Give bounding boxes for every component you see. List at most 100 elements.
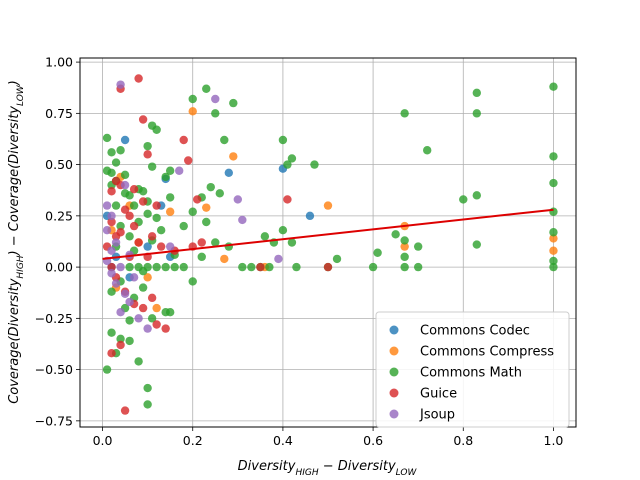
x-axis-label: DiversityHIGH − DiversityLOW [238, 459, 418, 478]
x-tick-label: 0.0 [93, 433, 113, 448]
data-point-commons-math [413, 262, 423, 272]
data-point-commons-compress [188, 107, 197, 116]
data-point-commons-math [165, 193, 175, 202]
legend-label-commons-compress: Commons Compress [420, 345, 554, 360]
y-axis-ticks: −0.75 −0.50 −0.25 0.00 0.25 0.50 0.75 1.00 [35, 55, 80, 428]
y-label-sub1: HIGH [16, 255, 26, 278]
data-point-commons-math [197, 252, 206, 262]
series-commons-compress [107, 107, 558, 313]
plot-frame [79, 57, 577, 428]
data-point-guice [156, 242, 166, 251]
data-point-commons-math [165, 308, 175, 317]
data-point-commons-math [202, 84, 211, 93]
data-point-guice [111, 232, 121, 241]
data-point-commons-math [116, 221, 125, 231]
data-point-commons-math [549, 152, 558, 161]
y-tick-label: 0.50 [45, 157, 73, 172]
data-point-jsoup [102, 201, 112, 210]
data-point-commons-math [472, 240, 481, 249]
data-point-commons-math [549, 82, 558, 91]
y-label-end: ) [7, 80, 22, 86]
data-point-jsoup [233, 195, 243, 204]
data-point-commons-math [188, 94, 197, 104]
data-point-guice [152, 320, 161, 329]
data-point-jsoup [120, 289, 130, 298]
data-point-guice [116, 340, 125, 350]
data-point-commons-math [549, 256, 558, 266]
data-point-commons-math [549, 207, 558, 216]
series-jsoup [102, 80, 283, 333]
y-tick-label: −0.50 [35, 362, 73, 377]
data-point-jsoup [274, 254, 283, 264]
data-point-jsoup [129, 273, 139, 282]
data-point-commons-math [138, 283, 148, 292]
x-tick-label: 1.0 [544, 433, 564, 448]
data-point-commons-math [400, 262, 409, 272]
x-label-sub1: HIGH [295, 468, 318, 478]
data-point-commons-math [116, 146, 125, 155]
legend: Commons Codec Commons Compress Commons Mat… [375, 311, 570, 428]
data-point-commons-math [111, 158, 121, 167]
data-point-commons-math [120, 189, 130, 198]
data-point-commons-math [143, 209, 152, 218]
data-point-commons-math [224, 242, 233, 251]
data-point-guice [143, 150, 152, 159]
data-point-commons-math [116, 334, 125, 344]
data-point-jsoup [238, 215, 247, 225]
data-point-commons-math [152, 125, 161, 134]
data-point-commons-math [332, 254, 342, 264]
x-tick-label: 0.4 [273, 433, 293, 448]
x-axis-ticks: 0.0 0.2 0.4 0.6 0.8 1.0 [93, 427, 564, 448]
data-point-commons-math [265, 262, 274, 272]
data-point-guice [179, 135, 188, 145]
data-point-guice [120, 406, 130, 415]
data-point-commons-math [125, 336, 134, 346]
trendline [102, 208, 554, 260]
legend-marker-jsoup [389, 409, 399, 419]
data-point-guice [107, 217, 116, 227]
data-point-commons-math [152, 262, 161, 272]
data-point-jsoup [116, 80, 125, 89]
data-point-commons-math [472, 88, 481, 98]
data-point-jsoup [116, 262, 125, 272]
x-tick-label: 0.8 [453, 433, 473, 448]
data-point-commons-math [138, 187, 148, 196]
data-point-commons-math [472, 191, 481, 200]
data-point-commons-math [152, 213, 161, 223]
data-point-guice [134, 74, 143, 83]
data-point-commons-compress [549, 234, 558, 243]
data-point-commons-math [143, 141, 152, 151]
data-point-commons-math [147, 314, 157, 323]
data-point-jsoup [107, 269, 116, 278]
data-point-commons-math [423, 146, 432, 155]
legend-marker-commons-codec [389, 325, 399, 335]
data-point-commons-math [278, 135, 288, 145]
y-label-sub2: LOW [16, 84, 26, 106]
data-point-commons-compress [220, 254, 229, 264]
data-point-commons-math [549, 178, 558, 188]
data-point-commons-compress [165, 207, 175, 216]
data-point-guice [134, 238, 143, 247]
data-point-commons-math [278, 226, 288, 235]
data-point-commons-math [129, 201, 139, 210]
series-guice [102, 74, 333, 415]
data-point-guice [197, 238, 206, 247]
data-point-commons-math [161, 262, 170, 272]
y-tick-label: 0.00 [45, 260, 73, 275]
data-point-commons-math [229, 98, 238, 108]
legend-label-jsoup: Jsoup [419, 408, 455, 423]
data-point-commons-math [134, 357, 143, 366]
data-point-jsoup [125, 297, 134, 307]
data-point-commons-math [120, 170, 130, 180]
data-point-commons-math [400, 252, 409, 262]
data-point-commons-math [211, 109, 220, 118]
data-point-jsoup [134, 314, 143, 323]
y-axis-label: Coverage(DiversityHIGH) − Coverage(Diver… [7, 80, 26, 404]
data-point-guice [147, 232, 157, 241]
y-tick-label: 0.25 [45, 208, 73, 223]
data-point-commons-compress [323, 201, 333, 210]
legend-label-commons-codec: Commons Codec [420, 324, 530, 339]
data-point-commons-math [102, 133, 112, 143]
data-point-jsoup [211, 94, 220, 104]
